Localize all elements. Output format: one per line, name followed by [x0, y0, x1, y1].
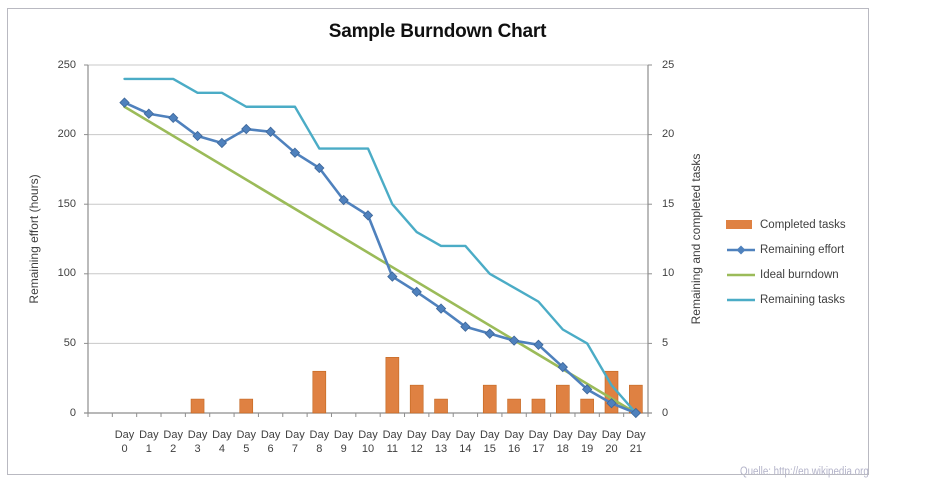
remaining-effort-marker: [241, 123, 252, 135]
legend-label: Remaining tasks: [760, 293, 846, 306]
y-axis-tick-label-left: 200: [57, 128, 76, 141]
left-axis-title: Remaining effort (hours): [27, 174, 41, 304]
x-axis-tick-label: Day 14: [455, 429, 476, 455]
y-axis-tick-label-left: 250: [57, 58, 76, 71]
completed-tasks-bar: [507, 398, 521, 414]
completed-tasks-bar: [190, 398, 205, 414]
y-axis-tick-label-left: 50: [63, 336, 76, 349]
remaining-effort-marker: [362, 210, 374, 221]
x-axis-tick-label: Day 21: [626, 429, 646, 455]
y-axis-tick-label-right: 10: [662, 267, 675, 280]
x-axis-tick-label: Day 11: [382, 429, 403, 455]
remaining-effort-marker: [606, 398, 617, 409]
legend-line-swatch: [726, 269, 756, 281]
x-axis-tick-label: Day 6: [260, 429, 281, 455]
completed-tasks-bar: [409, 384, 424, 414]
remaining-effort-marker: [289, 147, 301, 158]
completed-tasks-bar: [482, 384, 497, 414]
remaining-effort-marker: [533, 339, 544, 350]
remaining-effort-marker: [460, 321, 471, 332]
y-axis-tick-label-left: 0: [69, 406, 76, 419]
source-watermark: Quelle: http://en.wikipedia.org: [740, 466, 869, 478]
x-axis-tick-label: Day 10: [358, 429, 378, 455]
legend-item-completed-tasks: Completed tasks: [726, 212, 846, 237]
chart-title: Sample Burndown Chart: [328, 21, 547, 42]
completed-tasks-bar: [239, 398, 254, 414]
legend: Completed tasks Remaining effort Ideal bur…: [726, 212, 846, 312]
x-axis-tick-label: Day 7: [285, 429, 305, 455]
completed-tasks-bar: [312, 370, 327, 414]
y-axis-tick-label-right: 20: [662, 128, 675, 141]
x-axis-tick-label: Day 13: [431, 429, 451, 455]
remaining-effort-marker: [508, 335, 520, 346]
x-axis-tick-label: Day 19: [577, 429, 597, 455]
x-axis-tick-label: Day 18: [553, 429, 573, 455]
completed-tasks-bar: [434, 398, 448, 414]
y-axis-tick-label-right: 5: [662, 336, 669, 349]
remaining-effort-marker: [192, 130, 203, 142]
remaining-effort-marker: [314, 162, 325, 174]
remaining-effort-line: [123, 101, 638, 415]
legend-line-swatch: [726, 294, 756, 306]
x-axis-tick-label: Day 15: [479, 429, 500, 455]
y-axis-tick-label-right: 25: [662, 58, 675, 71]
remaining-tasks-line: [123, 77, 638, 415]
ideal-burndown-line: [123, 105, 638, 415]
legend-item-ideal-burndown: Ideal burndown: [726, 262, 846, 287]
legend-bar-swatch: [726, 220, 756, 229]
remaining-effort-marker: [265, 126, 276, 137]
completed-tasks-bar: [555, 384, 570, 414]
completed-tasks-bar: [531, 398, 546, 414]
remaining-effort-marker: [435, 303, 447, 314]
x-axis-tick-label: Day 1: [139, 429, 159, 455]
x-axis-tick-label: Day 3: [187, 429, 208, 455]
x-axis-tick-label: Day 5: [236, 429, 257, 455]
remaining-effort-marker: [484, 328, 495, 339]
bar-swatch-icon: [726, 220, 752, 229]
y-axis-tick-label-left: 150: [57, 197, 76, 210]
legend-label: Completed tasks: [760, 218, 846, 231]
completed-tasks-bar: [385, 357, 400, 414]
right-axis-title: Remaining and completed tasks: [689, 153, 703, 325]
x-axis-tick-label: Day 20: [601, 429, 622, 455]
remaining-effort-marker: [168, 112, 179, 124]
x-axis-tick-label: Day 12: [406, 429, 427, 455]
x-axis-tick-label: Day 4: [212, 429, 232, 455]
legend-item-remaining-tasks: Remaining tasks: [726, 287, 846, 312]
remaining-effort-marker: [119, 97, 130, 108]
remaining-effort-marker: [338, 194, 349, 206]
remaining-effort-marker: [630, 407, 642, 419]
y-axis-tick-label-left: 100: [57, 267, 76, 280]
remaining-effort-marker: [411, 286, 422, 298]
legend-item-remaining-effort: Remaining effort: [726, 237, 846, 262]
legend-label: Remaining effort: [760, 243, 845, 256]
remaining-effort-marker: [557, 361, 568, 373]
remaining-effort-marker: [143, 108, 155, 119]
x-axis-tick-label: Day 0: [114, 429, 135, 455]
legend-line-swatch: [726, 244, 756, 256]
remaining-effort-marker: [581, 384, 593, 395]
x-axis-tick-label: Day 17: [528, 429, 549, 455]
y-axis-tick-label-right: 0: [662, 406, 669, 419]
completed-tasks-bar: [580, 398, 594, 414]
remaining-effort-marker: [216, 137, 228, 149]
x-axis-tick-label: Day 9: [333, 429, 354, 455]
legend-label: Ideal burndown: [760, 268, 839, 281]
x-axis-tick-label: Day 16: [504, 429, 524, 455]
x-axis-tick-label: Day 2: [163, 429, 183, 455]
y-axis-tick-label-right: 15: [662, 197, 675, 210]
x-axis-tick-label: Day 8: [309, 429, 330, 455]
remaining-effort-marker: [387, 271, 398, 282]
